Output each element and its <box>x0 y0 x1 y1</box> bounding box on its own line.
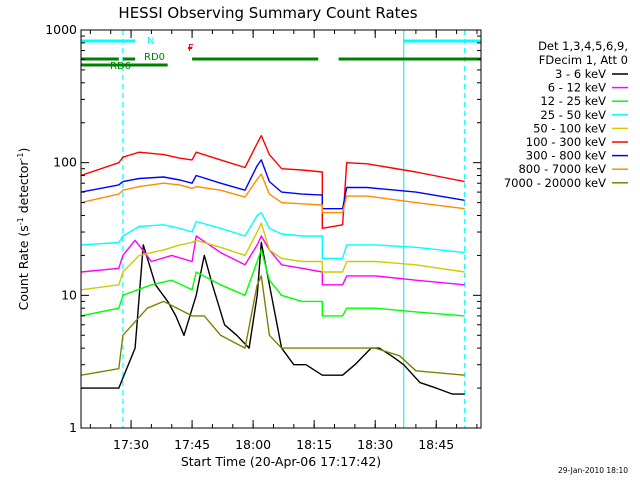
series-line-4 <box>81 222 465 291</box>
legend-header-line-1: Det 1,3,4,5,6,9, <box>538 39 628 53</box>
orbit-markers <box>81 30 466 428</box>
flag-bars <box>81 39 481 67</box>
y-axis: 1000 100 10 1 <box>45 22 481 435</box>
legend-entry-label: 3 - 6 keV <box>555 67 606 81</box>
legend-entry-label: 6 - 12 keV <box>548 81 606 95</box>
series-line-0 <box>81 241 465 395</box>
x-tick-label: 18:00 <box>235 437 271 452</box>
timestamp: 29-Jan-2010 18:10 <box>558 466 628 475</box>
legend-entry-label: 100 - 300 keV <box>526 135 606 149</box>
flag-labels: N F RD0 RD6 <box>110 36 194 72</box>
flag-label-f: F <box>188 43 194 54</box>
legend-entry-label: 7000 - 20000 keV <box>504 176 606 190</box>
series-line-3 <box>81 211 465 260</box>
y-tick-label: 10 <box>61 287 77 302</box>
legend-entry-label: 300 - 800 keV <box>526 149 606 163</box>
x-tick-label: 17:30 <box>113 437 149 452</box>
flag-label-rd6: RD6 <box>110 61 131 72</box>
y-tick-label: 1 <box>69 420 77 435</box>
x-tick-label: 18:15 <box>296 437 332 452</box>
y-tick-label: 100 <box>53 155 77 170</box>
series-line-1 <box>81 235 465 286</box>
series-line-8 <box>81 275 465 376</box>
plot-frame <box>80 29 482 429</box>
chart-title: HESSI Observing Summary Count Rates <box>118 4 417 22</box>
y-tick-label: 1000 <box>45 22 77 37</box>
x-tick-label: 18:30 <box>357 437 393 452</box>
legend-entry-label: 12 - 25 keV <box>540 94 606 108</box>
legend-entry-label: 25 - 50 keV <box>540 108 606 122</box>
legend-header-line-2: FDecim 1, Att 0 <box>539 53 628 67</box>
legend: Det 1,3,4,5,6,9, FDecim 1, Att 0 3 - 6 k… <box>504 39 628 190</box>
series-line-2 <box>81 249 465 317</box>
flag-label-rd0: RD0 <box>144 52 165 63</box>
series-lines <box>81 134 465 395</box>
x-tick-label: 17:45 <box>174 437 210 452</box>
legend-entry-label: 800 - 7000 keV <box>518 162 606 176</box>
series-line-6 <box>81 159 465 210</box>
x-tick-label: 18:45 <box>418 437 454 452</box>
legend-entry-label: 50 - 100 keV <box>533 121 606 135</box>
y-axis-label: Count Rate (s-1 detector-1) <box>16 148 31 311</box>
flag-label-n: N <box>147 36 154 47</box>
series-line-7 <box>81 173 465 214</box>
x-axis-label: Start Time (20-Apr-06 17:17:42) <box>181 454 381 469</box>
x-axis: 17:30 17:45 18:00 18:15 18:30 18:45 <box>89 30 478 452</box>
series-line-5 <box>81 134 465 230</box>
